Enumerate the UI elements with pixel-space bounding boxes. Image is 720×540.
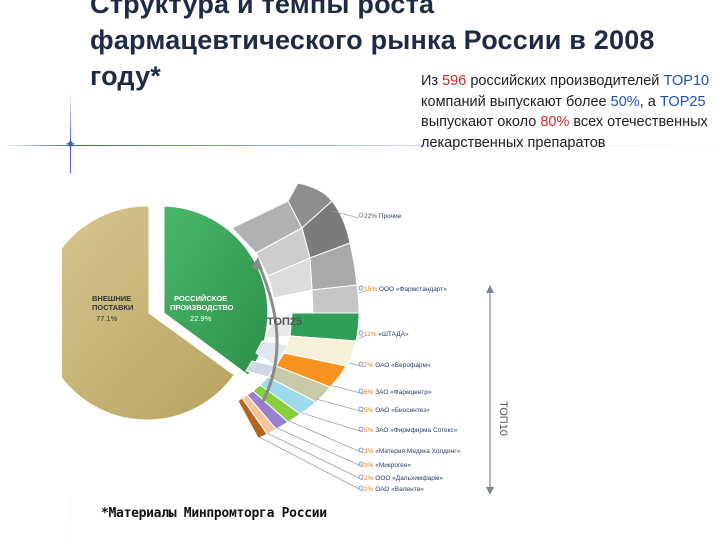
company-name: ОАО «Валента»: [375, 486, 424, 493]
decorative-star-icon: ✦: [64, 136, 77, 152]
company-share: 15%: [364, 286, 379, 293]
summary-part-3: компаний выпускают более: [421, 93, 611, 110]
company-name: «ШТАДА»: [378, 331, 409, 338]
company-share: 22%: [364, 213, 379, 220]
leader-line: [329, 384, 365, 395]
domestic-label-1: РОССИЙСКОЕ: [174, 294, 227, 303]
label-dot: [358, 485, 364, 491]
company-share: 5%: [364, 407, 375, 414]
company-label: 11% «ШТАДА»: [364, 331, 409, 338]
company-share: 2%: [364, 475, 375, 482]
company-share: 2%: [364, 486, 375, 493]
company-share: 3%: [364, 448, 375, 455]
slide-title: Структура и темпы роста фармацевтическог…: [90, 0, 690, 94]
domestic-label-2: ПРОИЗВОДСТВО: [170, 303, 234, 312]
company-name: «Материя Медика Холдинг»: [375, 448, 460, 455]
leader-lines: [258, 210, 366, 492]
label-dot: [358, 388, 364, 394]
top25-arrowhead-icon: [251, 257, 263, 270]
pct-80-text: 80%: [540, 114, 570, 130]
top25-text: TOP25: [659, 93, 706, 110]
summary-part-5: выпускают около: [421, 114, 541, 130]
footnote: *Материалы Минпромторга России: [101, 506, 327, 521]
label-dot: [358, 474, 364, 480]
leader-line: [276, 427, 364, 468]
market-structure-svg: ВНЕШНИЕ ПОСТАВКИ 77.1% РОССИЙСКОЕ ПРОИЗВ…: [62, 182, 509, 495]
company-label: 22% Прочие: [364, 213, 402, 220]
company-name: ЗАО «Фармцентр»: [375, 389, 432, 396]
domestic-value: 22.9%: [190, 314, 212, 323]
company-label: 15% ООО «Фармстандарт»: [364, 286, 447, 293]
leader-line: [266, 432, 364, 481]
title-line-2: фармацевтического рынка России в 2008: [90, 25, 655, 55]
market-structure-chart: ВНЕШНИЕ ПОСТАВКИ 77.1% РОССИЙСКОЕ ПРОИЗВ…: [62, 173, 510, 498]
manufacturer-count: 596: [442, 73, 467, 89]
company-label: 3% «Микроген»: [364, 462, 411, 469]
company-share: 5%: [364, 427, 375, 434]
fan-segments: [231, 182, 360, 439]
company-share: 7%: [364, 362, 375, 369]
company-name: ООО «Фармстандарт»: [379, 286, 447, 293]
label-dot: [358, 285, 364, 291]
company-label: 3% «Материя Медика Холдинг»: [364, 448, 461, 455]
leader-line: [288, 420, 364, 454]
summary-part-6: всех отечественных лекарственных препара…: [421, 114, 708, 151]
label-dot: [358, 212, 364, 218]
label-dot: [358, 461, 364, 467]
leader-line: [315, 398, 365, 413]
top25-arc-arrow: [256, 262, 279, 404]
decorative-horizontal-line: [0, 145, 720, 146]
company-share: 6%: [364, 389, 375, 396]
company-share: 11%: [364, 331, 378, 338]
top25-label: ТОП25: [267, 316, 302, 328]
pct-50-text: 50%: [610, 93, 640, 110]
company-name: ОАО «Верофарм»: [375, 362, 431, 369]
foreign-value: 77.1%: [96, 314, 118, 323]
top10-bracket-top-icon: [486, 285, 494, 293]
company-label: 2% ООО «Дальхимфарм»: [364, 475, 443, 482]
company-label: 5% ОАО «Биосинтез»: [364, 407, 430, 414]
company-name: Прочие: [379, 213, 402, 220]
pie-slice-foreign: [62, 205, 235, 421]
title-line-3: году*: [90, 61, 162, 91]
leader-line: [301, 412, 364, 433]
title-line-1: Структура и темпы роста: [90, 0, 435, 19]
fan-segment-inner-2: [245, 360, 277, 378]
company-labels: 22% Прочие 15% ООО «Фармстандарт» 11% «ШТА…: [358, 212, 461, 493]
fan-segment-gray-7: [311, 284, 360, 314]
label-dot: [358, 447, 364, 453]
company-name: ОАО «Биосинтез»: [375, 407, 430, 414]
company-label: 2% ОАО «Валента»: [364, 486, 424, 493]
label-dot: [358, 330, 364, 336]
company-name: ЗАО «Фирмфирма Сотекс»: [375, 427, 458, 434]
fan-segment-brown: [237, 397, 268, 439]
leader-line: [348, 362, 366, 368]
label-dot: [358, 361, 364, 367]
leader-line: [358, 290, 366, 294]
company-label: 5% ЗАО «Фирмфирма Сотекс»: [364, 427, 458, 434]
summary-part-4: , а: [639, 93, 660, 110]
label-dot: [358, 426, 364, 432]
leader-line: [258, 436, 364, 492]
leader-line: [358, 335, 366, 339]
top10-label: ТОП10: [497, 401, 509, 436]
summary-part-2: российских производителей: [466, 73, 664, 89]
foreign-label-2: ПОСТАВКИ: [92, 303, 133, 312]
top10-bracket-bottom-icon: [486, 487, 494, 495]
top10-text: TOP10: [663, 73, 710, 89]
summary-part-1: Из: [421, 73, 443, 89]
company-label: 7% ОАО «Верофарм»: [364, 362, 431, 369]
label-dot: [358, 406, 364, 412]
foreign-label-1: ВНЕШНИЕ: [92, 294, 131, 303]
company-name: «Микроген»: [375, 462, 411, 469]
summary-text: Из 596 российских производителей TOP10 к…: [421, 71, 711, 153]
leader-line: [331, 210, 360, 219]
company-share: 3%: [364, 462, 375, 469]
company-label: 6% ЗАО «Фармцентр»: [364, 389, 432, 396]
company-name: ООО «Дальхимфарм»: [375, 475, 443, 482]
